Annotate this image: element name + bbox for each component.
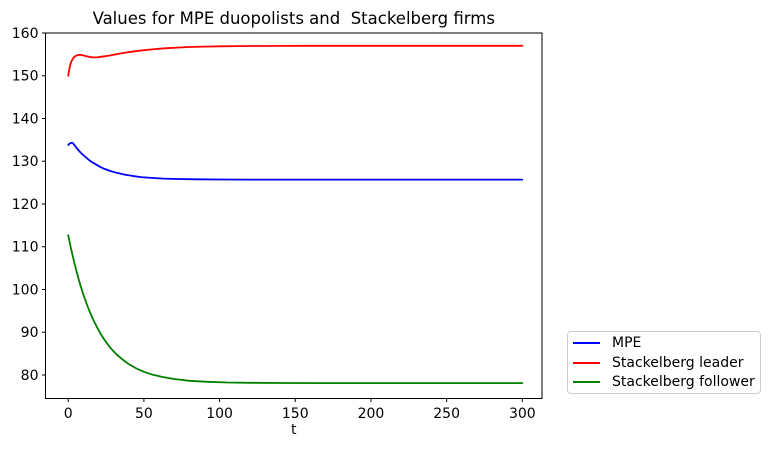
x-tick-label: 150 [282, 406, 309, 422]
x-tick-label: 200 [358, 406, 385, 422]
x-axis-label: t [291, 422, 297, 438]
series-line-mpe [67, 141, 524, 181]
x-tick-label: 100 [206, 406, 233, 422]
legend: MPE Stackelberg leader Stackelberg follo… [567, 331, 761, 394]
y-tick-label: 130 [12, 154, 39, 170]
y-tick-label: 150 [12, 69, 39, 85]
legend-item-stackelberg-leader: Stackelberg leader [573, 353, 760, 373]
series-line-stackelberg-follower [67, 234, 524, 385]
plot-area: 80 90 100 110 120 130 140 150 160 0 50 100 150 200 250… [12, 26, 543, 422]
x-tick-label: 0 [64, 406, 73, 422]
chart-title: Values for MPE duopolists and Stackelber… [93, 9, 495, 28]
y-tick-label: 120 [12, 197, 39, 213]
legend-item-label: Stackelberg leader [612, 354, 744, 371]
y-tick-label: 80 [21, 368, 39, 384]
y-tick-label: 100 [12, 282, 39, 298]
x-tick-label: 50 [135, 406, 153, 422]
legend-item-label: Stackelberg follower [612, 374, 755, 391]
plot-frame [45, 32, 543, 399]
legend-line-sample-stackelberg-leader [573, 361, 600, 364]
x-tick-label: 250 [433, 406, 460, 422]
y-tick-label: 90 [21, 325, 39, 341]
legend-line-sample-stackelberg-follower [573, 381, 600, 384]
legend-line-sample-mpe [573, 341, 600, 344]
legend-item-stackelberg-follower: Stackelberg follower [573, 372, 760, 392]
series-line-stackelberg-leader [67, 44, 524, 77]
y-tick-label: 140 [12, 111, 39, 127]
y-tick-label: 160 [12, 26, 39, 42]
legend-item-label: MPE [612, 334, 642, 351]
legend-item-mpe: MPE [573, 333, 760, 353]
y-tick-label: 110 [12, 240, 39, 256]
x-tick-label: 300 [509, 406, 536, 422]
